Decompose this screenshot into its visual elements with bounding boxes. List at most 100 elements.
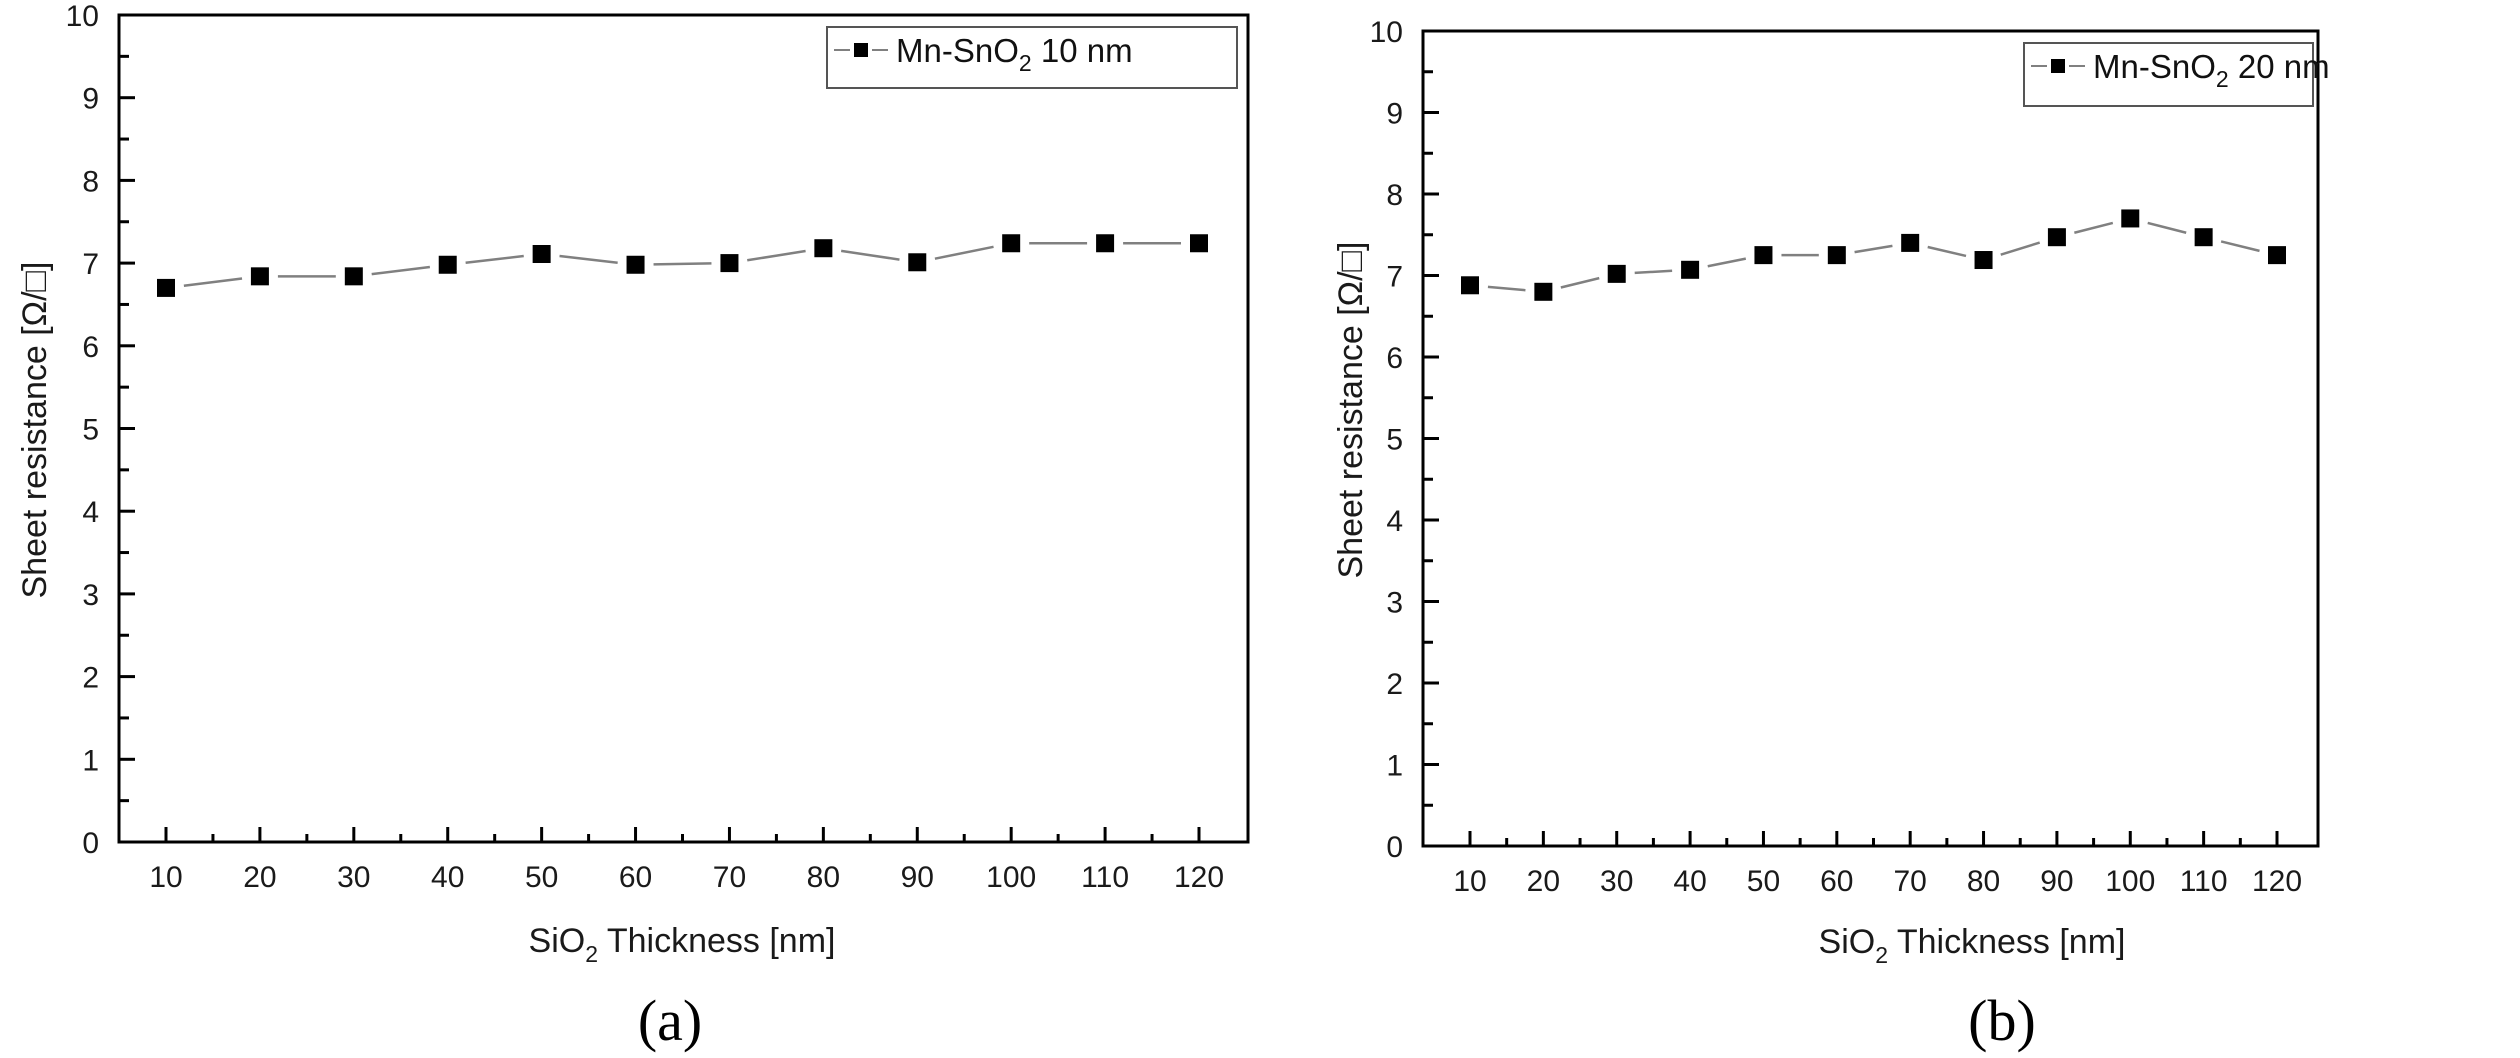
series-line-segment (1560, 276, 1600, 289)
panel-caption: (b) (1968, 988, 2036, 1053)
data-point-marker (1461, 276, 1479, 295)
y-tick-label: 10 (66, 0, 99, 33)
x-tick-label: 90 (901, 861, 934, 894)
series-line-segment (1634, 269, 1673, 275)
data-point-marker (157, 278, 175, 297)
series-line-segment (2074, 221, 2114, 234)
legend-marker-square-icon (854, 43, 868, 57)
x-axis-label: SiO2 Thickness [nm] (529, 922, 836, 967)
y-tick-label: 6 (82, 331, 99, 364)
data-point-marker (626, 255, 645, 274)
y-tick-label: 4 (1386, 505, 1403, 538)
data-point-marker (2268, 246, 2286, 265)
data-series (157, 234, 1208, 297)
y-axis-label: Sheet resistance [Ω/□] (1332, 242, 1370, 579)
series-line-segment (371, 265, 431, 276)
series-line-segment (183, 277, 243, 287)
data-point-marker (1974, 251, 1993, 270)
x-tick-label: 60 (1820, 865, 1853, 898)
data-point-marker (1534, 282, 1553, 301)
x-tick-label: 10 (1453, 865, 1486, 898)
x-tick-label: 110 (1081, 861, 1129, 894)
plot-frame (117, 13, 1250, 844)
chart-panel-a: 10 20 30 40 50 60 70 80 90 100 110 120 0 1 2 3 4 5 6 7 8 9 10… (16, 0, 1250, 1053)
x-axis-label-subscript: 2 (1875, 942, 1888, 968)
legend-entry: Mn-SnO2 20 nm (2093, 48, 2330, 92)
data-point-marker (1002, 234, 1021, 253)
data-point-marker (1827, 246, 1846, 265)
series-line-segment (1707, 257, 1747, 268)
series-line-segment (1854, 244, 1893, 254)
x-tick-label: 80 (1967, 865, 2000, 898)
series-line-segment (840, 249, 900, 261)
y-tick-label: 2 (1386, 668, 1403, 701)
data-point-marker (1607, 264, 1626, 283)
x-tick-label: 120 (2252, 865, 2302, 898)
data-point-marker (1096, 234, 1115, 253)
legend-entry-main: Mn-SnO (2093, 48, 2216, 85)
x-tick-label: 100 (2105, 865, 2155, 898)
data-point-marker (814, 239, 833, 258)
x-axis-label-rest: Thickness [nm] (1888, 923, 2125, 961)
legend-box (2023, 42, 2314, 107)
y-tick-label: 0 (1386, 831, 1403, 864)
y-tick-label: 2 (82, 662, 99, 695)
legend-entry-rest: 10 nm (1032, 32, 1133, 69)
data-point-marker (2194, 228, 2213, 247)
y-tick-label: 0 (82, 827, 99, 860)
legend-box (826, 26, 1238, 89)
series-line-segment (934, 245, 994, 260)
legend: Mn-SnO2 10 nm (826, 26, 1238, 89)
x-axis-label-main: SiO (1819, 923, 1876, 961)
x-tick-label: 80 (807, 861, 840, 894)
series-line-segment (653, 262, 712, 266)
series-line-segment (1487, 285, 1526, 292)
legend-entry: Mn-SnO2 10 nm (896, 32, 1133, 76)
series-line-segment (2220, 240, 2260, 253)
y-axis-label: Sheet resistance [Ω/□] (16, 262, 54, 599)
legend: Mn-SnO2 20 nm (2023, 42, 2330, 107)
series-line-segment (1927, 245, 1967, 258)
y-tick-label: 10 (1370, 16, 1403, 49)
x-tick-label: 120 (1174, 861, 1224, 894)
x-tick-label: 50 (525, 861, 558, 894)
x-tick-label: 100 (986, 861, 1036, 894)
y-tick-label: 1 (82, 744, 99, 777)
y-tick-labels: 0 1 2 3 4 5 6 7 8 9 10 (66, 0, 99, 860)
y-tick-label: 6 (1386, 342, 1403, 375)
panel-caption: (a) (638, 988, 702, 1053)
y-tick-label: 5 (1386, 424, 1403, 457)
x-tick-label: 30 (337, 861, 370, 894)
data-point-marker (1901, 233, 1920, 252)
y-tick-label: 3 (1386, 587, 1403, 620)
y-tick-label: 5 (82, 414, 99, 447)
y-tick-label: 7 (82, 248, 99, 281)
x-tick-label: 90 (2040, 865, 2073, 898)
data-point-marker (720, 254, 739, 273)
x-tick-labels: 10 20 30 40 50 60 70 80 90 100 110 120 (1453, 865, 2302, 898)
data-point-marker (344, 267, 363, 286)
x-tick-label: 20 (1527, 865, 1560, 898)
y-tick-label: 8 (1386, 179, 1403, 212)
data-series (1461, 209, 2286, 301)
x-axis-label-main: SiO (529, 922, 586, 960)
data-point-marker (2121, 209, 2140, 228)
x-tick-label: 60 (619, 861, 652, 894)
x-tick-label: 110 (2180, 865, 2228, 898)
data-point-marker (1681, 260, 1700, 279)
legend-entry-subscript: 2 (1019, 50, 1032, 76)
y-tick-labels: 0 1 2 3 4 5 6 7 8 9 10 (1370, 16, 1403, 864)
axis-ticks (119, 54, 1201, 842)
data-point-marker (438, 255, 457, 274)
y-tick-label: 8 (82, 165, 99, 198)
legend-entry-rest: 20 nm (2229, 48, 2330, 85)
series-line-segment (747, 249, 806, 262)
data-point-marker (908, 253, 927, 272)
series-line-segment (465, 254, 524, 264)
data-point-marker (250, 267, 269, 286)
chart-panel-b: 10 20 30 40 50 60 70 80 90 100 110 120 0 1 2 3 4 5 6 7 8 9 10… (1332, 16, 2330, 1053)
legend-entry-subscript: 2 (2216, 66, 2229, 92)
axis-ticks (1423, 70, 2279, 846)
x-tick-label: 70 (713, 861, 746, 894)
